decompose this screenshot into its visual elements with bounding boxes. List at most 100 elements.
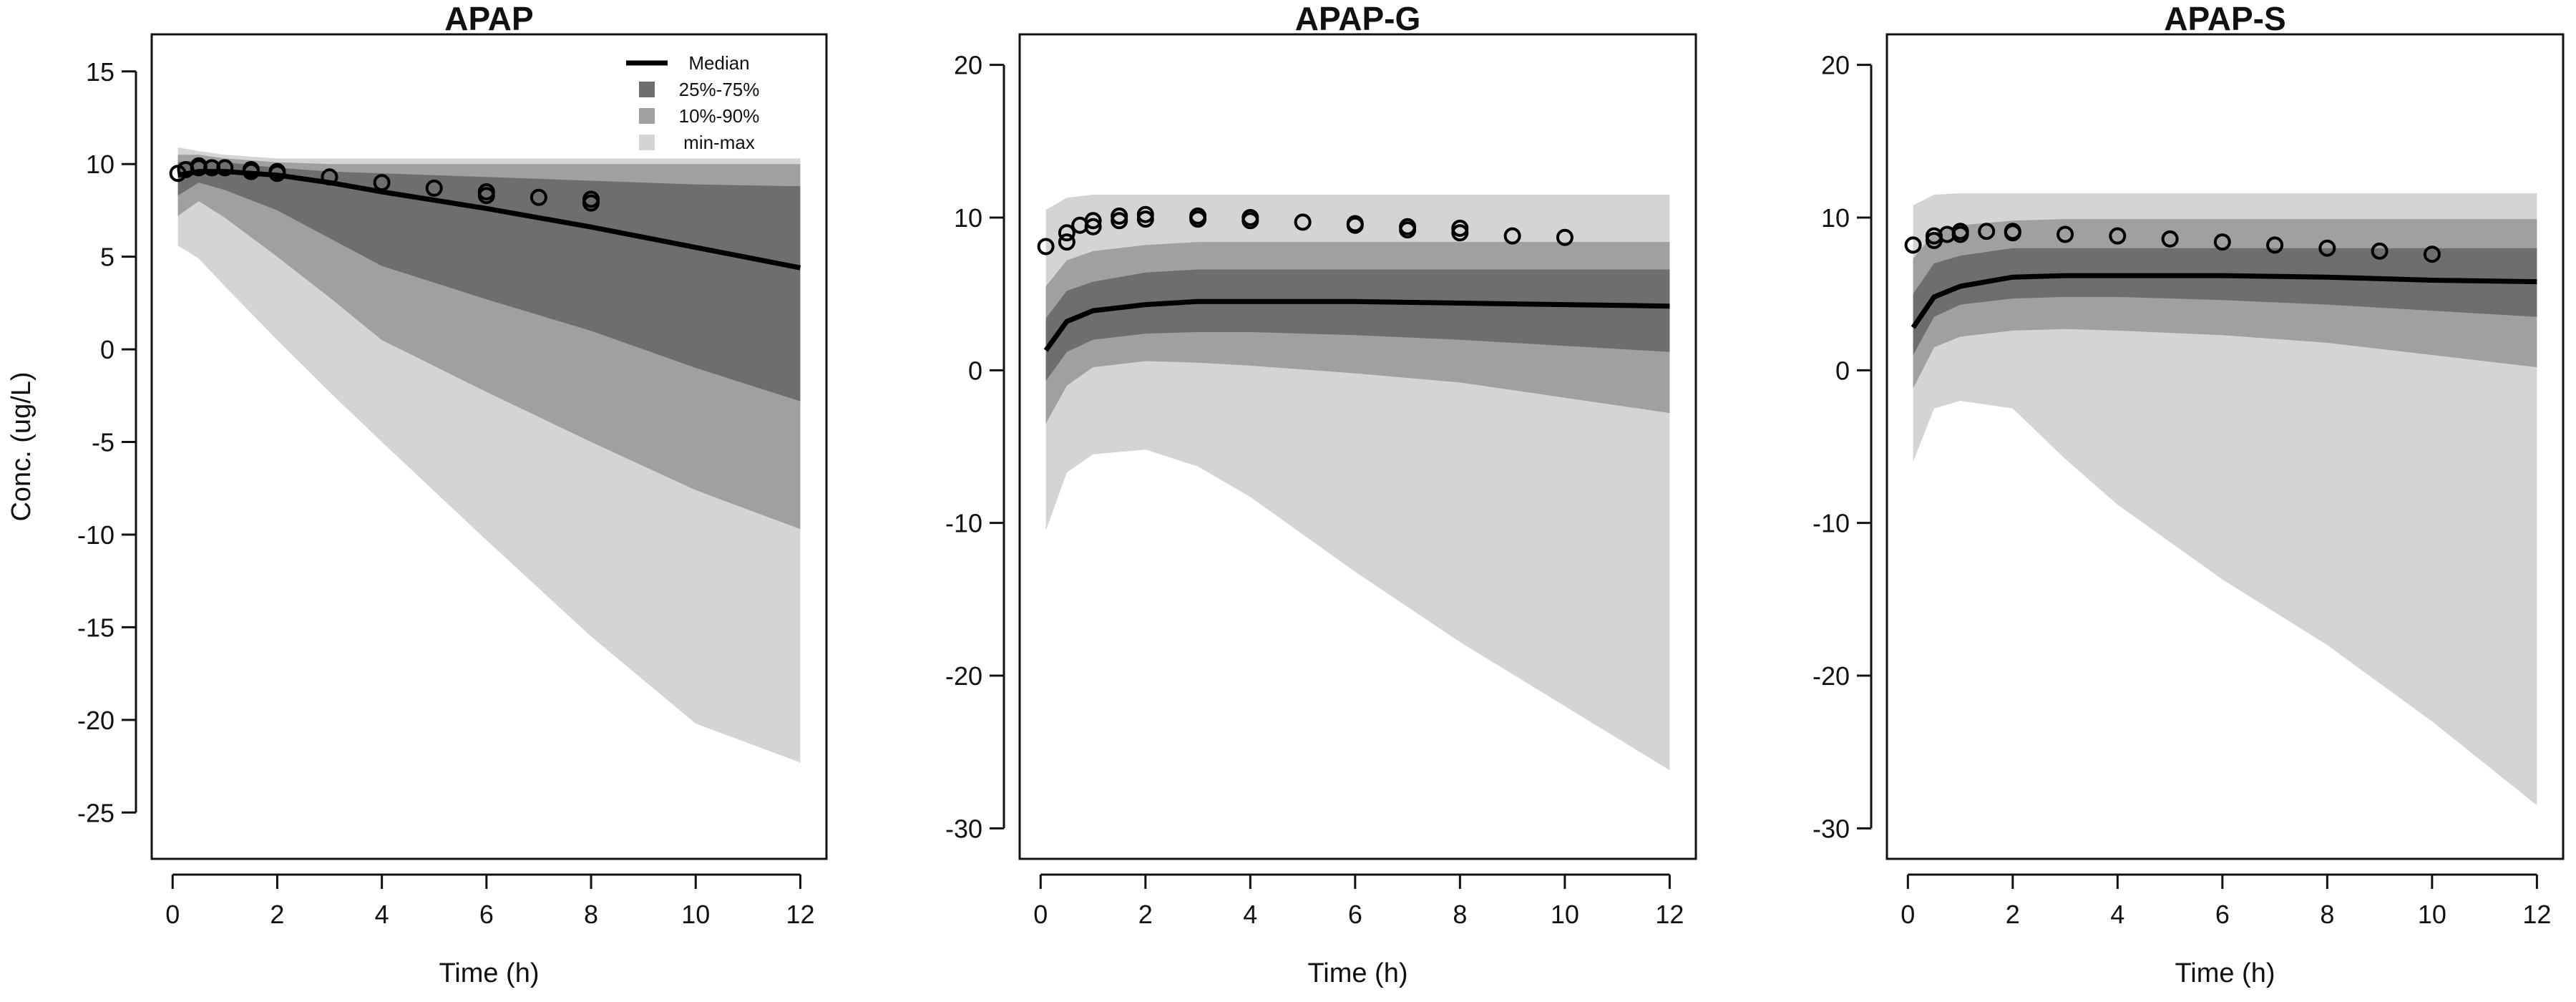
observed-point — [582, 194, 600, 212]
y-tick-label: 10 — [86, 150, 114, 179]
observed-point — [321, 168, 338, 186]
observed-point — [2004, 224, 2021, 242]
y-tick-label: -10 — [945, 509, 982, 538]
median-line — [1911, 273, 2537, 329]
x-axis-title: Time (h) — [439, 958, 539, 988]
observed-point — [1978, 223, 1996, 240]
y-tick-label: -30 — [1813, 814, 1850, 843]
y-tick-label: 15 — [86, 57, 114, 87]
y-tick-label: 0 — [1835, 356, 1850, 385]
x-tick-label: 8 — [584, 900, 598, 929]
x-tick-label: 4 — [1243, 900, 1257, 929]
legend: Median 25%-75% 10%-90% min-max — [626, 52, 759, 153]
plot-frame — [1018, 33, 1697, 860]
observed-point — [1556, 228, 1574, 246]
observed-point — [1084, 212, 1102, 230]
observed-point — [1037, 238, 1055, 256]
y-tick-label: -10 — [77, 520, 114, 550]
y-tick-label: 20 — [1821, 51, 1850, 80]
observed-point — [1241, 212, 1259, 230]
legend-label: 10%-90% — [679, 105, 760, 127]
observed-point — [477, 187, 495, 205]
x-tick-label: 6 — [479, 900, 494, 929]
observed-point — [373, 174, 391, 192]
x-axis-title: Time (h) — [1307, 958, 1407, 988]
y-tick-label: -20 — [945, 661, 982, 691]
observed-point — [1294, 213, 1312, 231]
observed-point — [1189, 210, 1207, 228]
plot-frame — [150, 33, 828, 860]
y-tick-label: 20 — [954, 51, 982, 80]
x-tick-label: 8 — [2320, 900, 2334, 929]
band-25-75 — [177, 160, 801, 402]
y-tick-label: 0 — [100, 335, 114, 364]
observed-point — [2371, 242, 2389, 260]
observed-point — [2266, 236, 2284, 254]
observed-point — [530, 188, 547, 206]
x-tick-label: 10 — [1551, 900, 1579, 929]
observed-point — [2318, 239, 2336, 257]
observed-point — [1904, 236, 1922, 254]
legend-swatch-band — [639, 135, 655, 150]
observed-point — [216, 159, 234, 177]
observed-point — [1058, 233, 1075, 251]
median-line — [1043, 298, 1670, 352]
observed-point — [268, 165, 286, 183]
y-tick-label: -30 — [945, 814, 982, 843]
legend-label: 25%-75% — [679, 79, 760, 100]
observed-point — [1111, 207, 1128, 225]
y-tick-label: 10 — [954, 203, 982, 233]
y-tick-label: 5 — [100, 243, 114, 272]
y-tick-label: 0 — [968, 356, 982, 385]
observed-point — [1346, 216, 1364, 234]
panel-title: APAP — [444, 0, 533, 37]
x-tick-label: 6 — [1348, 900, 1362, 929]
legend-label: Median — [688, 52, 749, 74]
y-tick-label: -15 — [77, 613, 114, 642]
observed-point — [1951, 225, 1969, 243]
panel-1: 0 2 4 6 8 10 12 -25 -20 -15 -10 -5 0 5 10 15 APAP Time (h… — [6, 0, 828, 988]
x-tick-label: 12 — [2522, 900, 2551, 929]
observed-point — [2213, 233, 2231, 251]
x-axis-title: Time (h) — [2175, 958, 2275, 988]
x-tick-label: 4 — [375, 900, 389, 929]
legend-label: min-max — [683, 132, 755, 153]
x-tick-label: 4 — [2110, 900, 2124, 929]
x-tick-label: 6 — [2215, 900, 2230, 929]
observed-point — [2161, 230, 2179, 248]
x-tick-label: 10 — [2418, 900, 2446, 929]
band-25-75 — [1045, 269, 1670, 381]
panel-title: APAP-S — [2164, 0, 2285, 37]
observed-point — [2057, 225, 2074, 243]
y-tick-label: -5 — [92, 428, 114, 457]
x-tick-label: 0 — [165, 900, 180, 929]
observed-point — [1399, 221, 1417, 239]
y-tick-label: -25 — [77, 798, 114, 827]
legend-swatch-band — [639, 82, 655, 97]
panel-title: APAP-G — [1295, 0, 1421, 37]
y-axis-title: Conc. (ug/L) — [6, 371, 36, 521]
legend-swatch-band — [639, 108, 655, 124]
y-tick-label: -10 — [1813, 509, 1850, 538]
observed-point — [1136, 205, 1154, 223]
observed-point — [1058, 224, 1075, 242]
median-line — [177, 169, 801, 271]
x-tick-label: 2 — [1138, 900, 1153, 929]
x-tick-label: 12 — [786, 900, 814, 929]
x-tick-label: 0 — [1033, 900, 1048, 929]
plot-frame — [1885, 33, 2565, 860]
panels: 0 2 4 6 8 10 12 -25 -20 -15 -10 -5 0 5 10 15 APAP Time (h… — [6, 0, 2565, 988]
observed-point — [242, 162, 260, 180]
observed-point — [425, 179, 443, 197]
panel-2: 0 2 4 6 8 10 12 -30 -20 -10 0 10 20 APAP-G Time (h) — [945, 0, 1697, 988]
x-tick-label: 2 — [2006, 900, 2020, 929]
x-tick-label: 0 — [1901, 900, 1915, 929]
observed-point — [1503, 227, 1521, 245]
observed-point — [1451, 224, 1469, 242]
x-tick-label: 12 — [1655, 900, 1684, 929]
x-tick-label: 2 — [270, 900, 284, 929]
x-tick-label: 10 — [681, 900, 710, 929]
observed-point — [2423, 245, 2441, 263]
observed-point — [1084, 218, 1102, 235]
